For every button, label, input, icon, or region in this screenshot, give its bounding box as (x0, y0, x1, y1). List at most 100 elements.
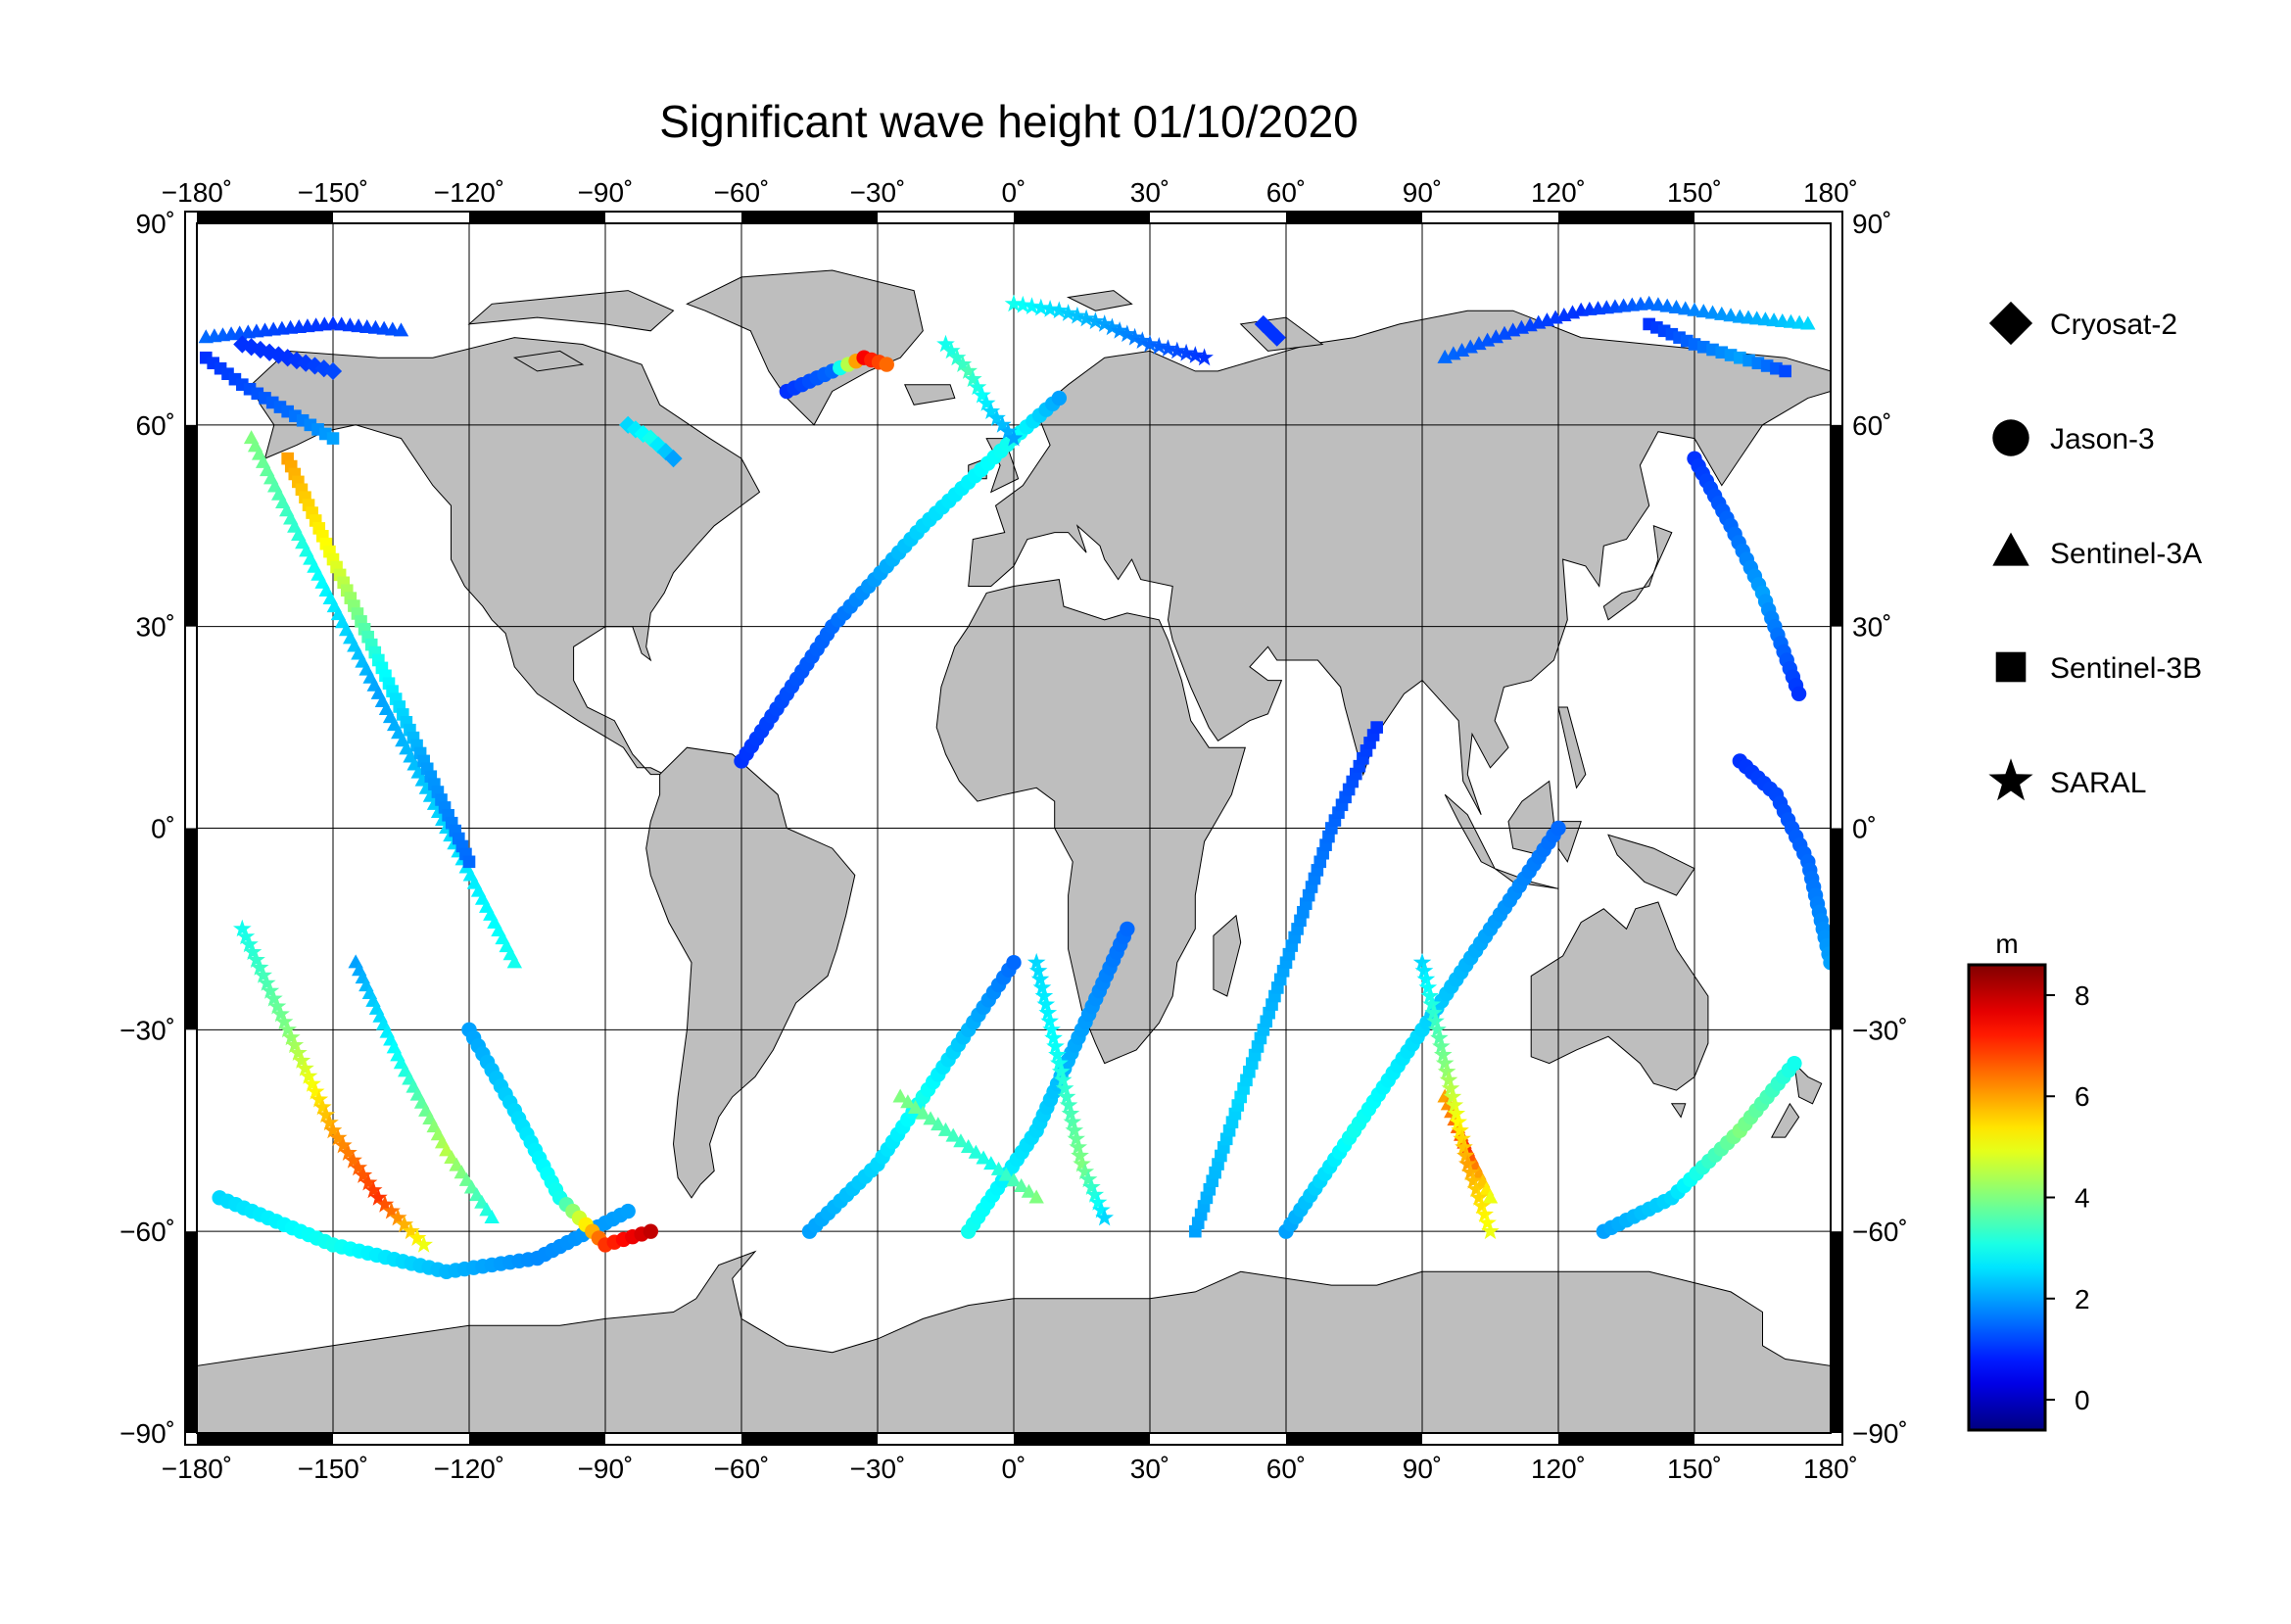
track-point (1031, 298, 1051, 316)
landmass-south-america (645, 746, 856, 1199)
track-point (274, 1012, 294, 1030)
track-point (987, 408, 1006, 426)
track-point (1453, 1129, 1471, 1147)
track-point (1714, 306, 1730, 320)
track-point (900, 1094, 916, 1109)
track-point (1678, 301, 1694, 315)
lon-tick-label-bottom: 90˚ (1403, 1454, 1442, 1484)
track-point (1023, 297, 1041, 314)
track-point (278, 1020, 297, 1038)
track-point (1120, 921, 1135, 937)
track-point (1050, 1053, 1069, 1072)
track-point (484, 1210, 500, 1224)
lon-tick-label-top: 0˚ (1002, 177, 1026, 208)
square-icon (1995, 651, 2027, 683)
lon-tick-label-top: −120˚ (434, 177, 504, 208)
legend-item-square: Sentinel-3B (1995, 651, 2202, 685)
track-point (271, 1004, 290, 1023)
lon-tick-label-bottom: 30˚ (1130, 1454, 1169, 1484)
frame-segment (741, 212, 878, 223)
frame-segment (1831, 1231, 1842, 1433)
track-point (1641, 295, 1657, 310)
track-point (1013, 295, 1032, 313)
legend-item-circle: Jason-3 (1992, 419, 2155, 456)
track-point (1095, 314, 1114, 332)
track-point (1046, 1036, 1065, 1055)
track-point (1028, 1189, 1044, 1204)
frame-segment (1831, 424, 1842, 627)
track-point (323, 361, 343, 381)
track-point (964, 369, 982, 388)
track-point (344, 1150, 362, 1169)
track-point (264, 988, 283, 1007)
frame-segment (1831, 828, 1842, 1030)
track-point (998, 421, 1018, 440)
landmass-madagascar (1213, 914, 1242, 997)
track-point (643, 1223, 659, 1239)
track-point (942, 341, 961, 359)
lon-tick-label-top: 60˚ (1266, 177, 1306, 208)
landmass-japan (1602, 525, 1673, 621)
frame-segment (1558, 212, 1694, 223)
legend-label: Sentinel-3B (2050, 652, 2202, 685)
landmass-new-zealand-tasmania (1670, 1062, 1823, 1138)
track-point (339, 1143, 358, 1161)
track-point (1432, 1036, 1451, 1055)
track-point (947, 348, 967, 366)
track-point (1059, 1095, 1078, 1114)
lon-tick-label-bottom: 180˚ (1803, 1454, 1858, 1484)
track-point (1176, 343, 1196, 361)
track-point (1430, 1028, 1449, 1046)
track-point (1433, 1045, 1453, 1063)
track-point (1006, 1172, 1022, 1187)
track-point (1051, 390, 1068, 406)
track-point (1447, 1104, 1466, 1122)
track-point (462, 855, 476, 869)
lat-tick-label-right: −30˚ (1852, 1015, 1908, 1045)
track-point (945, 1127, 961, 1142)
track-point (414, 1235, 433, 1253)
track-point (285, 1035, 305, 1054)
track-point (1168, 341, 1187, 359)
track-point (634, 424, 652, 444)
track-point (993, 415, 1012, 433)
lat-tick-label-right: 30˚ (1852, 612, 1891, 643)
track-point (1051, 1062, 1071, 1080)
track-point (1449, 1112, 1467, 1130)
track-point (1481, 1221, 1500, 1240)
track-point (382, 1201, 401, 1219)
lat-tick-label-right: 60˚ (1852, 410, 1891, 441)
landmass-north-america (250, 337, 761, 776)
colorbar: m 0 2 4 6 8 (1967, 929, 2090, 1432)
frame-segment (197, 212, 333, 223)
track-point (292, 1051, 311, 1069)
track-point (506, 954, 523, 969)
track-point (1443, 1087, 1462, 1105)
map-frame (184, 211, 1843, 1446)
track-point (1439, 1071, 1458, 1088)
track-point (1422, 994, 1441, 1013)
lon-tick-label-bottom: −150˚ (298, 1454, 368, 1484)
track-point (1057, 1087, 1076, 1105)
track-point (1014, 1178, 1029, 1193)
lon-tick-label-top: −150˚ (298, 177, 368, 208)
track-point (1428, 1020, 1447, 1038)
track-point (1437, 1062, 1456, 1080)
track-point (1133, 331, 1152, 349)
frame-segment (469, 212, 605, 223)
colorbar-tick-label: 8 (2075, 980, 2090, 1011)
lon-tick-label-bottom: −60˚ (714, 1454, 770, 1484)
track-point (395, 1215, 414, 1233)
track-point (1687, 302, 1702, 316)
track-point (1125, 327, 1144, 346)
track-point (1063, 1112, 1082, 1130)
track-point (289, 1043, 308, 1061)
colorbar-tick-label: 2 (2075, 1284, 2090, 1314)
frame-segment (197, 1433, 333, 1445)
lon-tick-label-bottom: 120˚ (1531, 1454, 1586, 1484)
track-point (923, 1111, 938, 1125)
track-point (1418, 978, 1438, 996)
track-point (306, 1081, 325, 1100)
track-point (354, 1166, 373, 1183)
